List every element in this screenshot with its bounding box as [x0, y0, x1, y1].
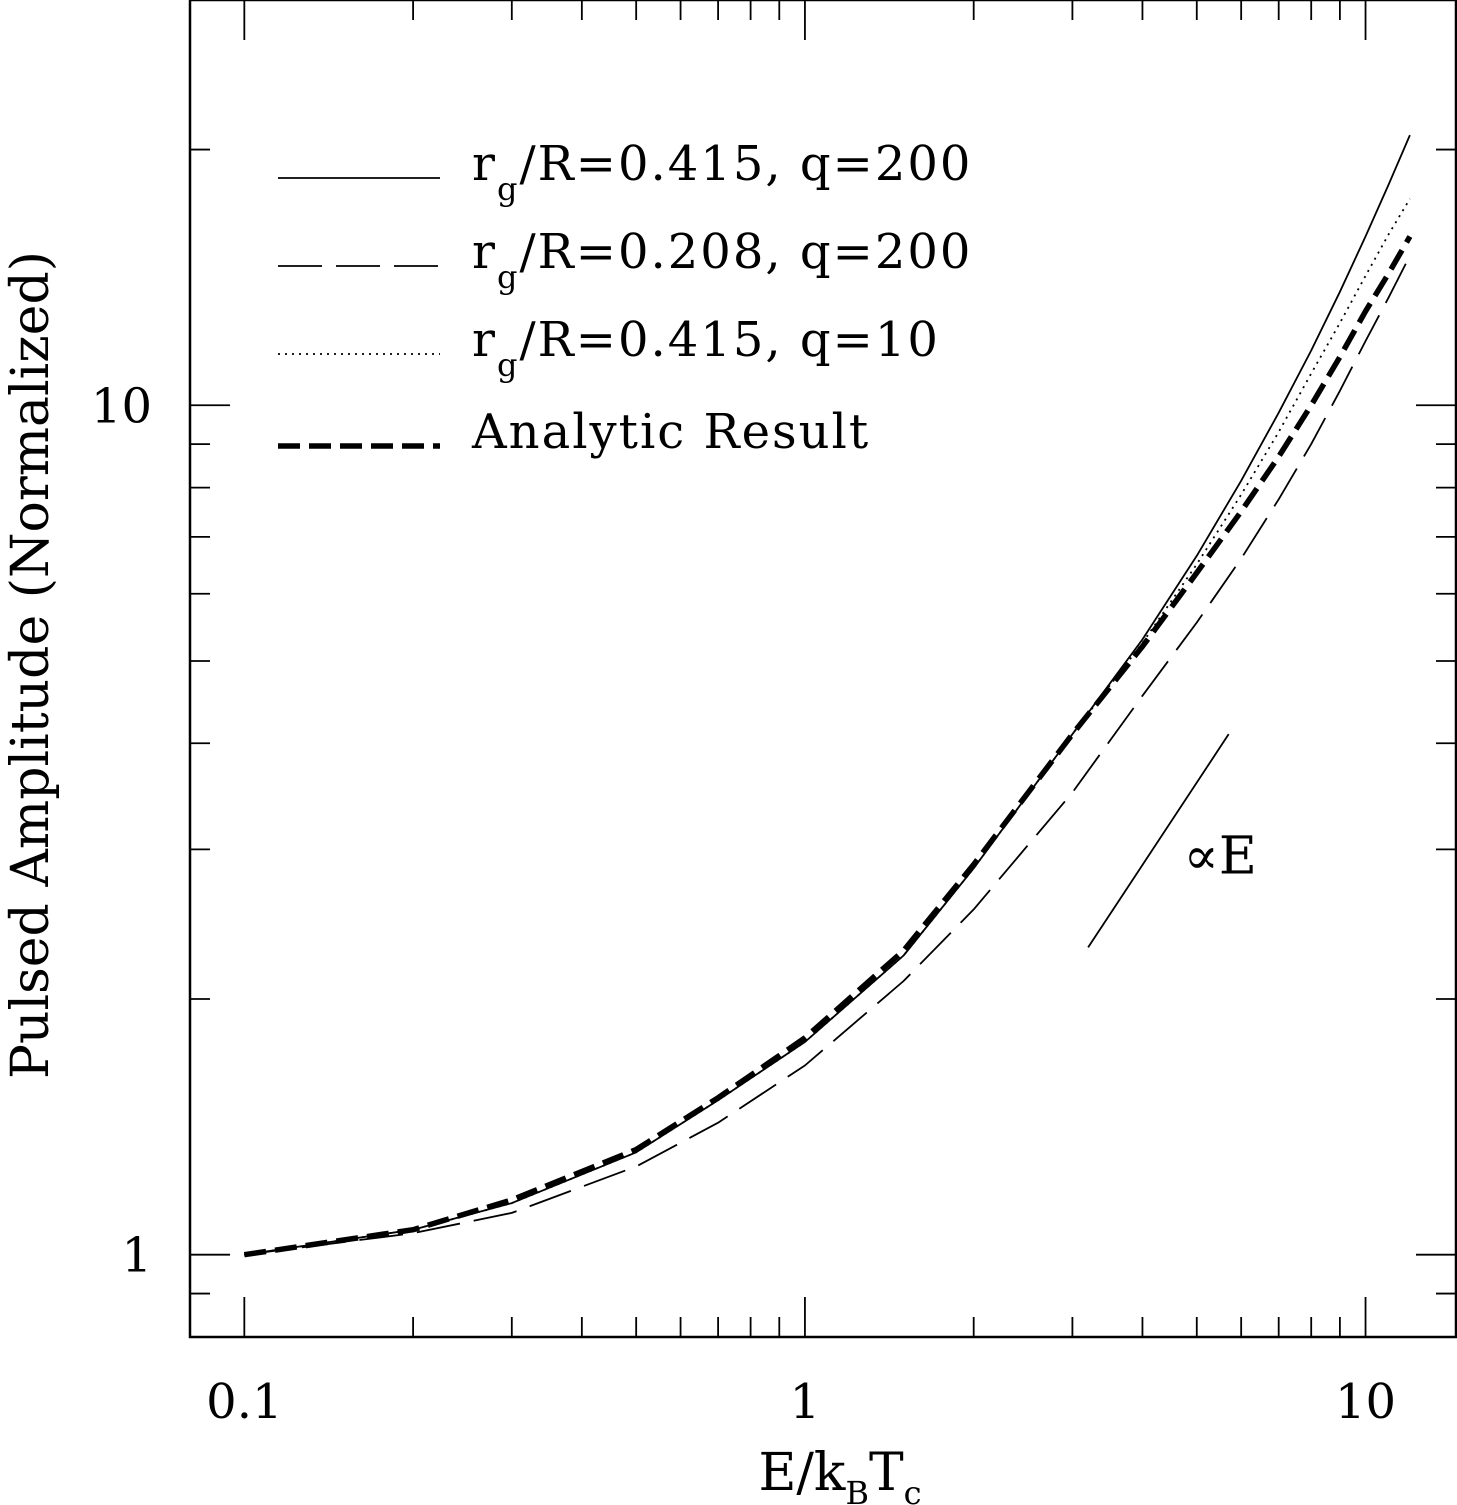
reference-slope-line: [1087, 733, 1230, 948]
y-tick-label: 1: [121, 1228, 152, 1284]
x-axis-title-main: E/k: [758, 1443, 845, 1503]
series-lines: [243, 134, 1413, 1258]
legend-label-dotted: rg/R=0.415, q=10: [472, 312, 940, 384]
x-tick-label: 1: [790, 1374, 821, 1430]
series-long-dash-line: [244, 255, 1411, 1256]
axis-ticks: [190, 0, 1456, 1338]
legend-label-solid: rg/R=0.415, q=200: [472, 136, 972, 208]
y-tick-label: 10: [91, 378, 152, 434]
reference-slope-label: ∝E: [1184, 827, 1257, 887]
series-analytic-line: [243, 235, 1413, 1258]
y-axis-title: Pulsed Amplitude (Normalized): [1, 251, 61, 1079]
x-axis-title-sub2: c: [904, 1474, 922, 1505]
tick-labels: 0.1 1 10 1 10: [91, 378, 1396, 1430]
plot-frame: [188, 0, 1457, 1339]
x-tick-label: 0.1: [206, 1374, 282, 1430]
x-axis-title: E/kBTc: [758, 1443, 921, 1505]
x-axis-title-sub1: B: [845, 1474, 869, 1505]
x-tick-label: 10: [1335, 1374, 1396, 1430]
legend: rg/R=0.415, q=200 rg/R=0.208, q=200 rg/R=0…: [278, 136, 972, 460]
legend-label-long-dash: rg/R=0.208, q=200: [472, 224, 972, 296]
legend-label-analytic: Analytic Result: [471, 404, 870, 460]
series-solid-line: [244, 134, 1411, 1256]
proportional-reference: ∝E: [1087, 733, 1257, 948]
x-axis-title-mid: T: [869, 1443, 904, 1503]
